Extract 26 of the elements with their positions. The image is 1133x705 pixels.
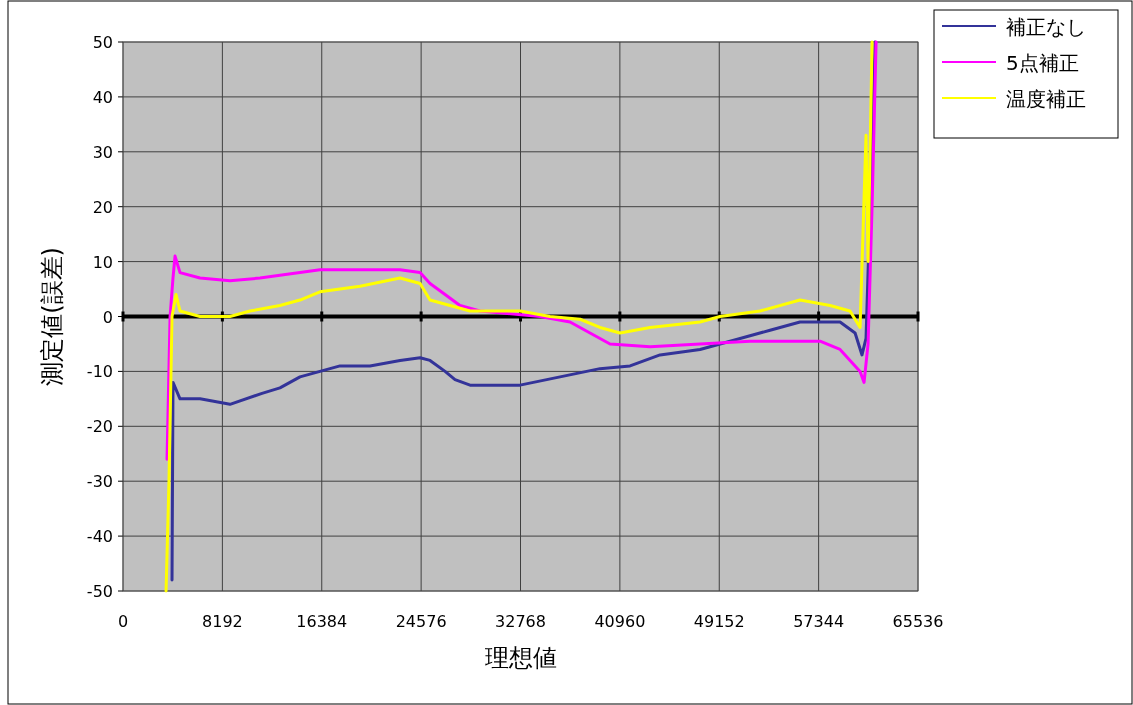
x-tick-label: 24576 <box>395 612 447 631</box>
x-tick-label: 49152 <box>693 612 745 631</box>
legend-label: 5点補正 <box>1006 51 1079 75</box>
x-tick-label: 16384 <box>296 612 348 631</box>
y-tick-label: 40 <box>92 87 113 107</box>
x-tick-label: 8192 <box>202 612 243 631</box>
y-tick-label: 50 <box>92 33 113 52</box>
y-tick-label: -40 <box>86 527 113 547</box>
x-axis-title: 理想値 <box>484 644 557 672</box>
y-tick-label: -10 <box>86 362 113 382</box>
y-tick-label: -20 <box>86 417 113 437</box>
x-tick-label: 40960 <box>594 612 646 631</box>
y-tick-label: 30 <box>92 142 113 162</box>
y-tick-label: 10 <box>92 252 113 272</box>
x-tick-label: 0 <box>117 612 129 631</box>
legend-label: 補正なし <box>1006 15 1086 39</box>
y-tick-label: 0 <box>102 307 113 327</box>
y-tick-label: -50 <box>86 582 113 601</box>
y-tick-label: 20 <box>92 197 113 217</box>
x-tick-label: 57344 <box>793 612 845 631</box>
y-axis-title: 測定値(誤差) <box>38 247 66 386</box>
line-series <box>165 40 878 461</box>
x-tick-label: 32768 <box>495 612 546 631</box>
y-tick-label: -30 <box>86 472 113 492</box>
x-tick-label: 65536 <box>892 612 944 631</box>
legend-label: 温度補正 <box>1006 87 1086 111</box>
